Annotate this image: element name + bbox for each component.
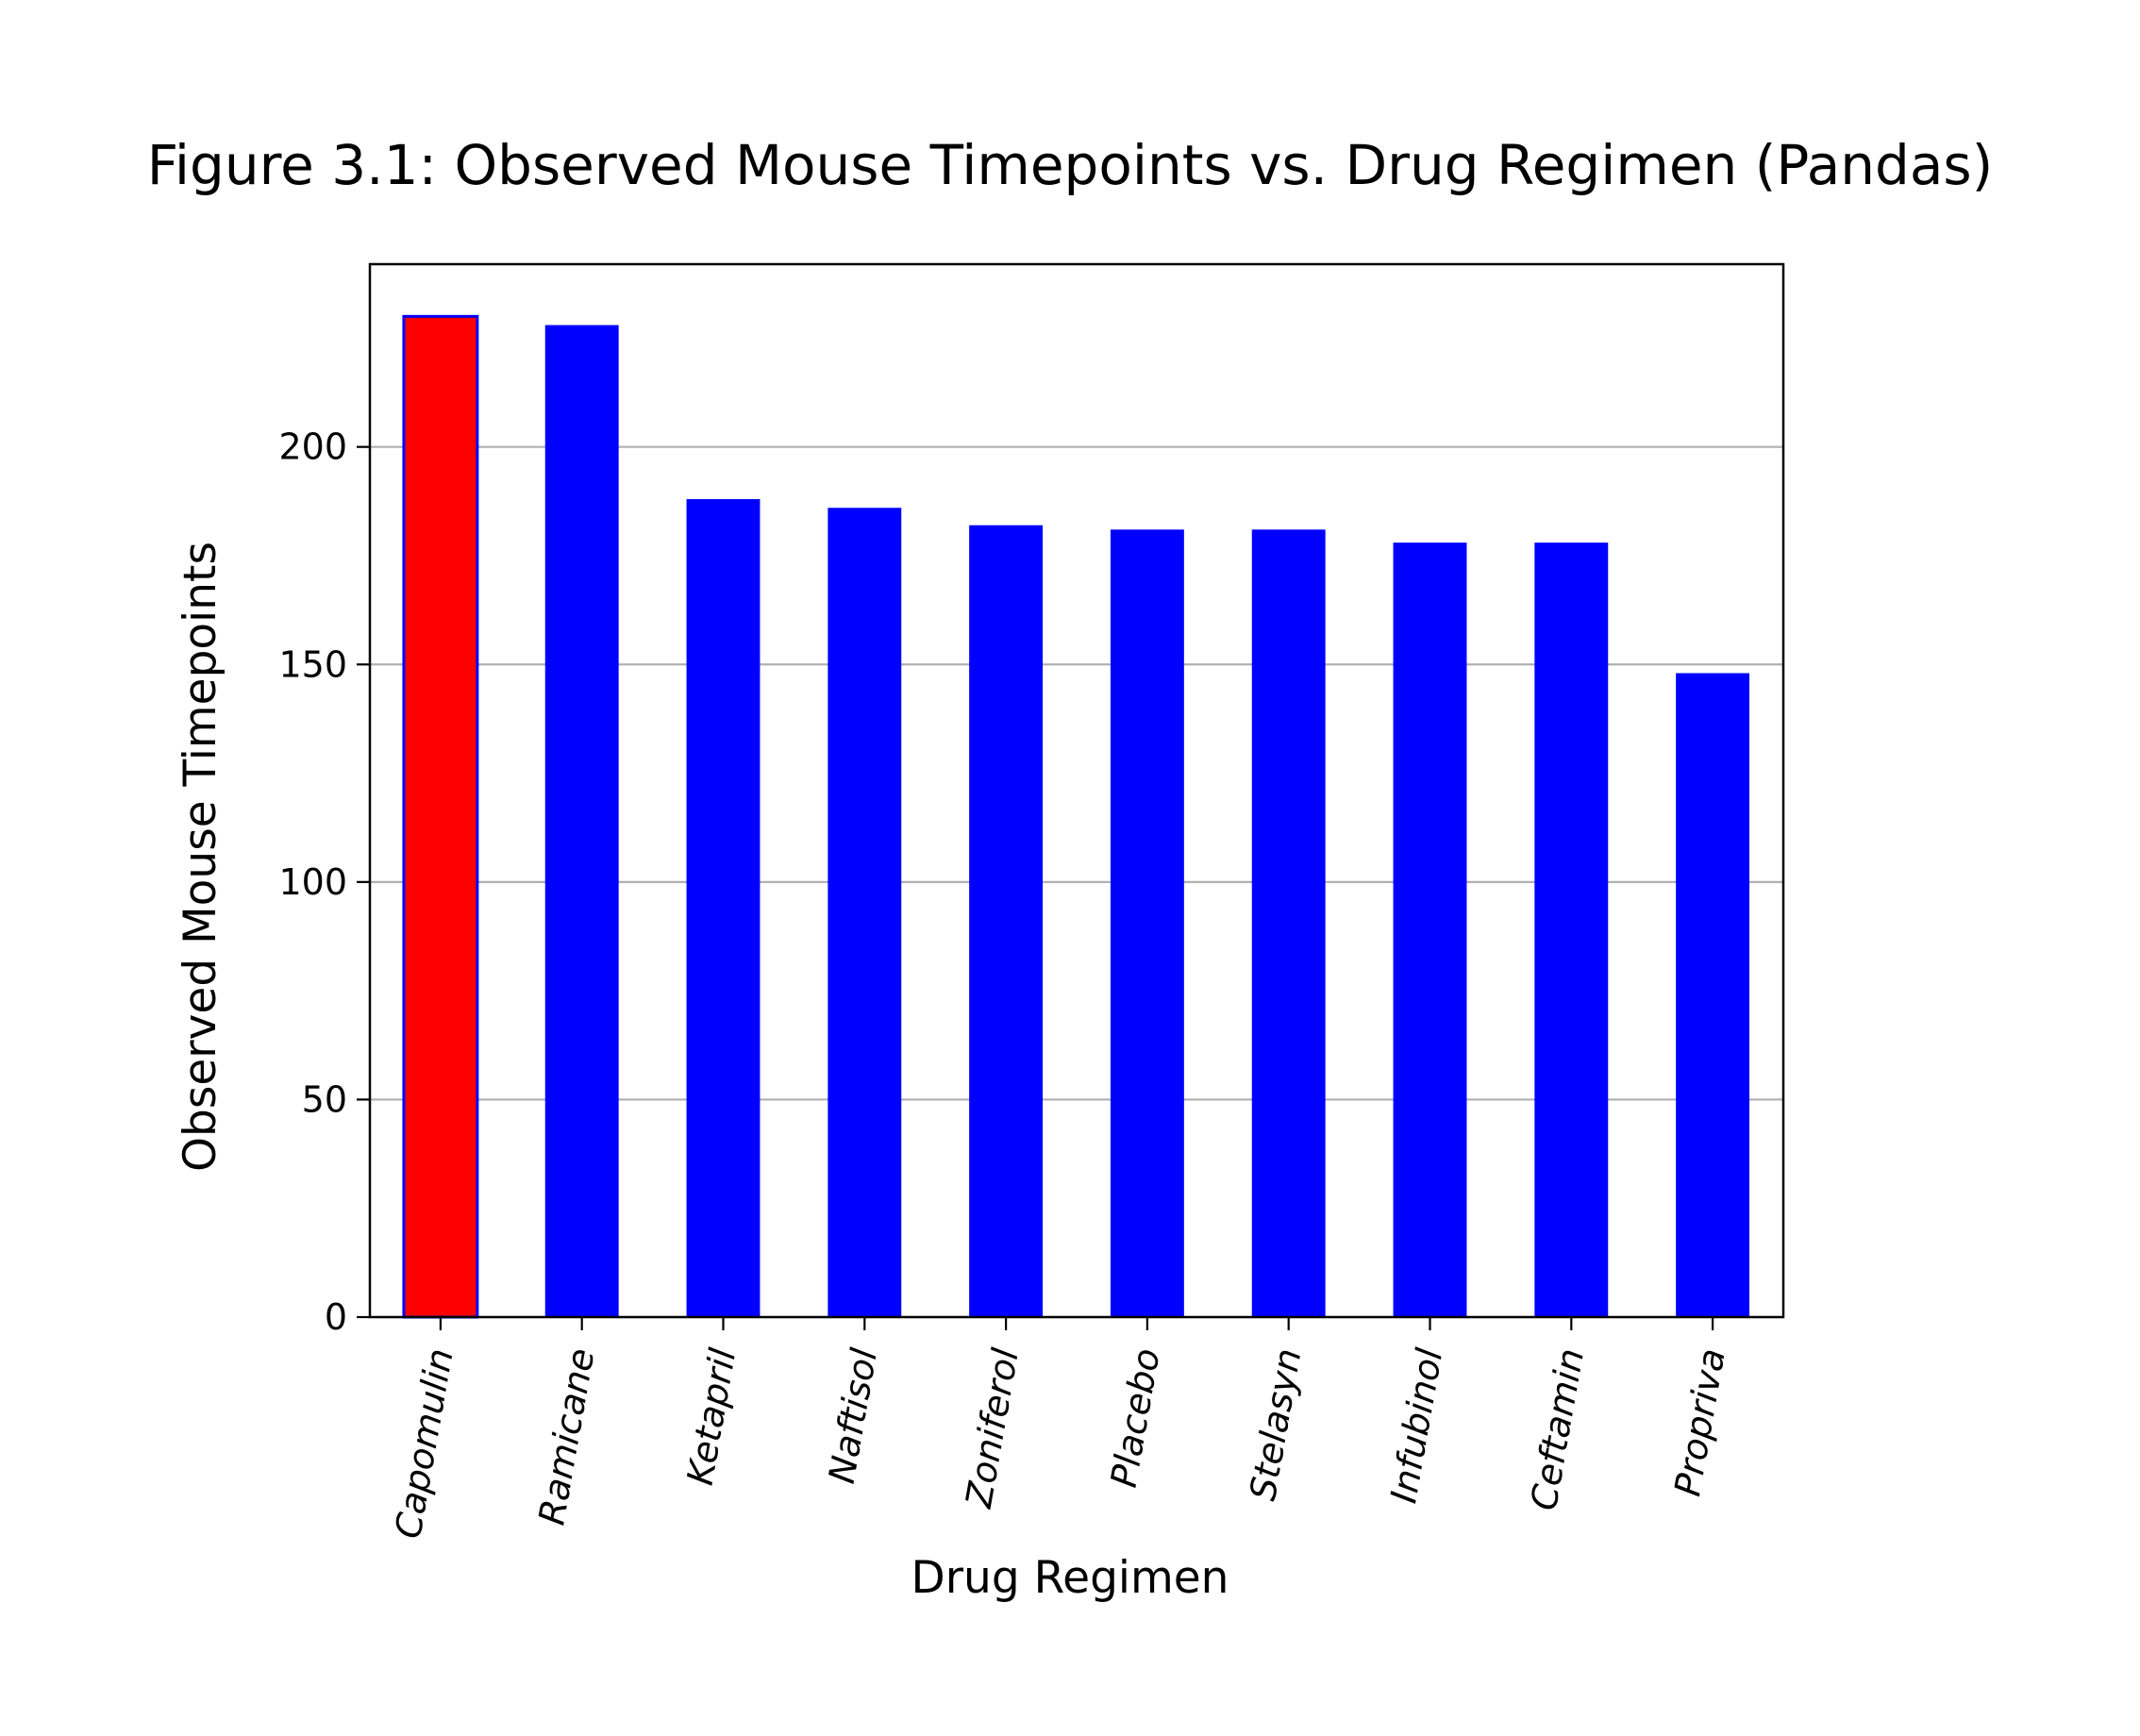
bar-ceftamin <box>1534 542 1609 1317</box>
x-axis-ticks: Capomulin Ramicane Ketapril Naftisol Zonifer… <box>387 1317 1733 1542</box>
x-tick-label: Zoniferol <box>958 1344 1027 1511</box>
x-tick-label: Ceftamin <box>1523 1345 1592 1513</box>
x-tick-label: Placebo <box>1103 1345 1168 1491</box>
x-tick-label: Ramicane <box>530 1345 602 1528</box>
x-tick-label: Naftisol <box>821 1344 885 1486</box>
bar-ramicane <box>544 325 619 1317</box>
bars <box>402 314 1750 1319</box>
y-tick-label: 100 <box>278 861 347 903</box>
bar-infubinol <box>1393 542 1467 1317</box>
chart-title: Figure 3.1: Observed Mouse Timepoints vs… <box>147 133 1993 197</box>
bar-zoniferol <box>969 525 1044 1317</box>
bar-ketapril <box>686 499 761 1317</box>
bar-placebo <box>1110 529 1184 1317</box>
bar-capomulin <box>402 314 479 1319</box>
x-tick-label: Ketapril <box>679 1344 744 1488</box>
bar-stelasyn <box>1251 529 1326 1317</box>
y-axis-label: Observed Mouse Timepoints <box>175 542 226 1172</box>
plot-frame <box>368 262 1785 1319</box>
y-axis-ticks: 0 50 100 150 200 <box>278 426 370 1338</box>
x-tick-label: Propriva <box>1666 1345 1733 1499</box>
x-tick-label: Stelasyn <box>1242 1345 1310 1504</box>
y-tick-label: 150 <box>278 643 347 685</box>
x-axis-label: Drug Regimen <box>911 1552 1229 1604</box>
y-tick-label: 200 <box>278 426 347 468</box>
bar-propriva <box>1676 673 1750 1317</box>
x-tick-label: Capomulin <box>387 1345 461 1542</box>
y-tick-label: 0 <box>325 1296 347 1338</box>
bar-naftisol <box>828 508 902 1317</box>
x-tick-label: Infubinol <box>1382 1344 1450 1506</box>
y-tick-label: 50 <box>302 1078 347 1120</box>
